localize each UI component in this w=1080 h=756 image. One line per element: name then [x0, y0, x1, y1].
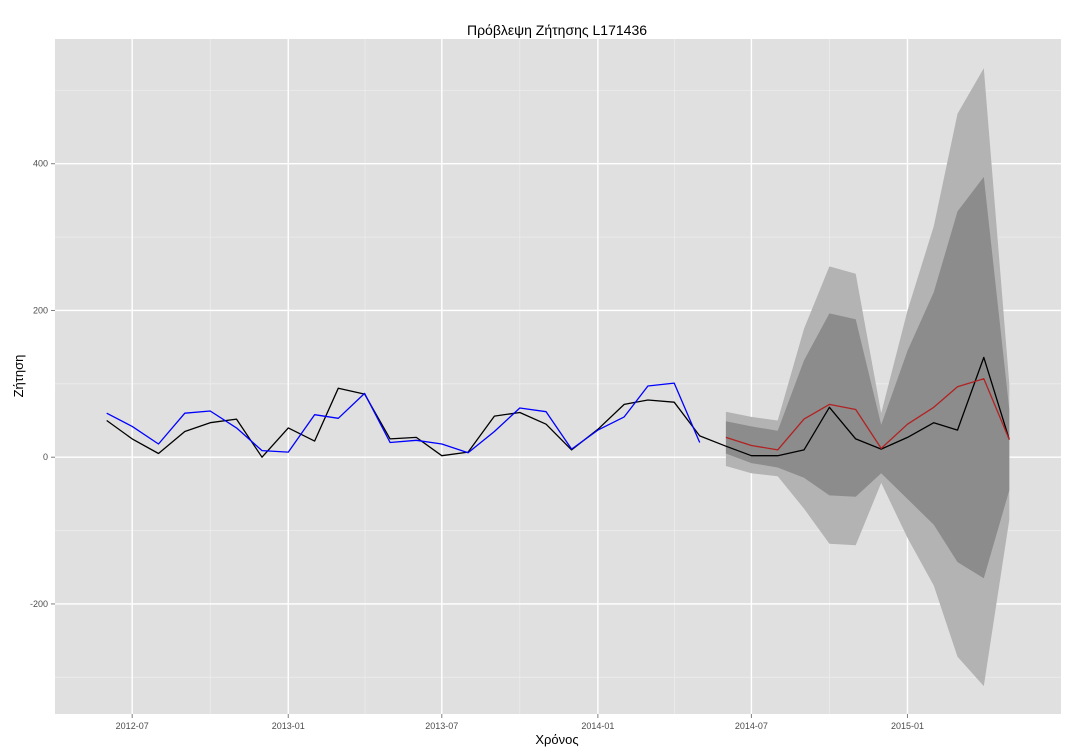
- y-axis: -200 0 200 400: [30, 159, 55, 609]
- x-tick-label: 2015-01: [891, 721, 924, 731]
- x-axis-title: Χρόνος: [535, 732, 578, 747]
- chart-title: Πρόβλεψη Ζήτησης L171436: [467, 22, 647, 38]
- series-line-2: [106, 382, 701, 454]
- x-tick-label: 2012-07: [116, 721, 149, 731]
- x-tick-label: 2014-01: [581, 721, 614, 731]
- y-tick-label: 0: [43, 452, 48, 462]
- x-tick-label: 2013-01: [272, 721, 305, 731]
- series-line-1: [106, 356, 1010, 458]
- major-gridlines: [55, 39, 1061, 714]
- x-axis: 2012-07 2013-01 2013-07 2014-01 2014-07 2015-…: [116, 714, 924, 731]
- y-tick-label: 400: [33, 159, 48, 169]
- prediction-bands: [725, 68, 1010, 687]
- x-tick-label: 2013-07: [425, 721, 458, 731]
- y-axis-title: Ζήτηση: [11, 355, 26, 398]
- series-line-3: [725, 378, 1010, 451]
- x-tick-label: 2014-07: [735, 721, 768, 731]
- prediction-band-2: [725, 176, 1010, 579]
- y-tick-label: 200: [33, 305, 48, 315]
- y-tick-label: -200: [30, 599, 48, 609]
- series-lines: [106, 356, 1010, 458]
